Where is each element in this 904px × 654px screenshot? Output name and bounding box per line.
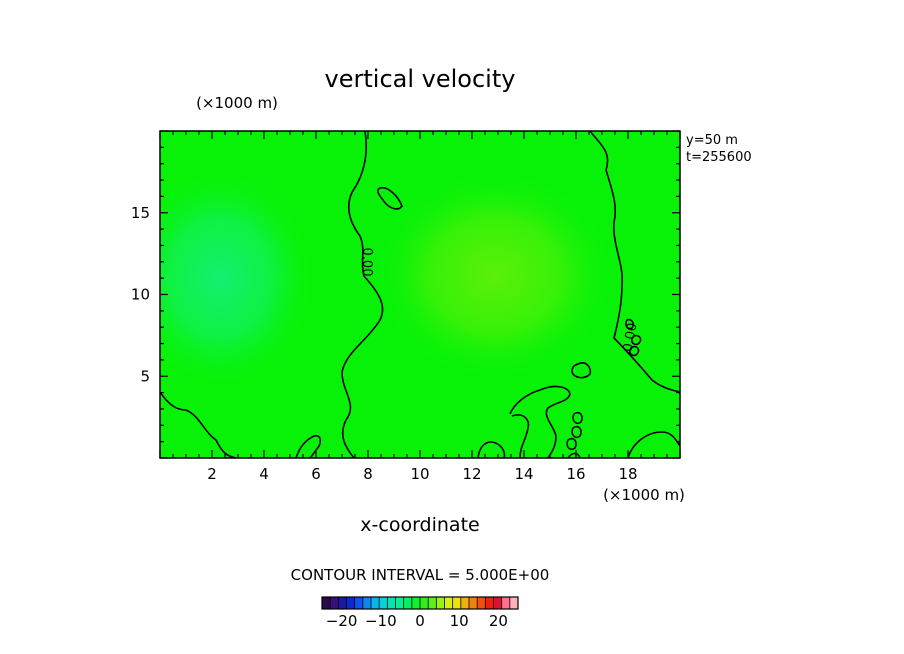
x-tick-label: 10 [410,465,429,483]
contour-label: 0.00 [359,248,374,277]
colorbar-swatch [362,597,372,609]
field-maximum [375,170,615,380]
contour-line [160,391,237,458]
y-tick-label: 15 [131,204,150,222]
contour-line [572,411,583,425]
colorbar-swatch [493,597,502,609]
colorbar-swatch [501,597,511,609]
x-tick-label: 8 [363,465,373,483]
contour-line [511,414,530,458]
x-tick-label: 6 [311,465,321,483]
colorbar-swatch [354,597,364,609]
colorbar-swatch [444,597,453,609]
axis-tick-labels: 2 4 6 8 10 12 14 16 18 5 10 15 [131,204,638,483]
contour-line [295,434,322,458]
contour-line [631,334,642,346]
contour-line [627,431,680,458]
axis-ticks [159,130,681,459]
contour-line [629,345,640,357]
x-tick-label: 12 [462,465,481,483]
colorbar-swatch [460,597,470,609]
x-tick-label: 4 [259,465,269,483]
colorbar-swatch [509,597,519,609]
y-unit-label: (×1000 m) [196,94,278,112]
colorbar-tick-label: −20 [326,612,358,630]
colorbar-swatch [469,597,478,609]
x-tick-label: 16 [566,465,585,483]
x-unit-label: (×1000 m) [603,486,685,504]
colorbar-swatch [452,597,462,609]
field-minimum [160,168,315,388]
chart-title: vertical velocity [325,65,516,93]
colorbar-swatch [477,597,486,609]
meta-time: t=255600 [686,150,752,165]
colorbar-swatch [371,597,380,609]
x-tick-label: 18 [618,465,637,483]
contour-line [477,441,506,458]
contour-line [571,362,592,379]
y-tick-label: 10 [131,286,150,304]
colorbar-swatch [330,597,339,609]
colorbar-swatch [411,597,421,609]
colorbar-tick-label: 0 [415,612,425,630]
colorbar-swatch [338,597,347,609]
colorbar-labels: −20 −10 0 10 20 [326,612,508,630]
colorbar-swatch [436,597,445,609]
plot-area: 0.00 0.00 [160,131,680,458]
contour-line [377,186,403,210]
x-tick-label: 14 [514,465,533,483]
colorbar-swatch [346,597,355,609]
y-tick-label: 5 [140,367,150,385]
colorbar-tick-label: 10 [450,612,469,630]
colorbar-swatch [485,597,494,609]
zero-contours [160,131,680,458]
contour-line [567,452,581,458]
contour-label: 0.00 [621,322,641,353]
colorbar-swatch [420,597,429,609]
colorbar-swatch [403,597,413,609]
contour-line [571,425,582,439]
colorbar-swatch [395,597,404,609]
colorbar-swatch [428,597,437,609]
contour-line [566,437,577,451]
contour-line [625,318,634,330]
colorbar-swatch [322,597,331,609]
meta-location: y=50 m [686,133,738,148]
colorbar-swatch [387,597,396,609]
x-tick-label: 2 [207,465,217,483]
contour-line [589,131,680,393]
x-axis-label: x-coordinate [360,514,479,536]
colorbar [321,596,519,610]
colorbar-tick-label: 20 [489,612,508,630]
contour-line [341,131,384,458]
contour-interval-label: CONTOUR INTERVAL = 5.000E+00 [291,566,550,584]
colorbar-tick-label: −10 [365,612,397,630]
contour-line [509,385,571,458]
colorbar-swatch [379,597,388,609]
